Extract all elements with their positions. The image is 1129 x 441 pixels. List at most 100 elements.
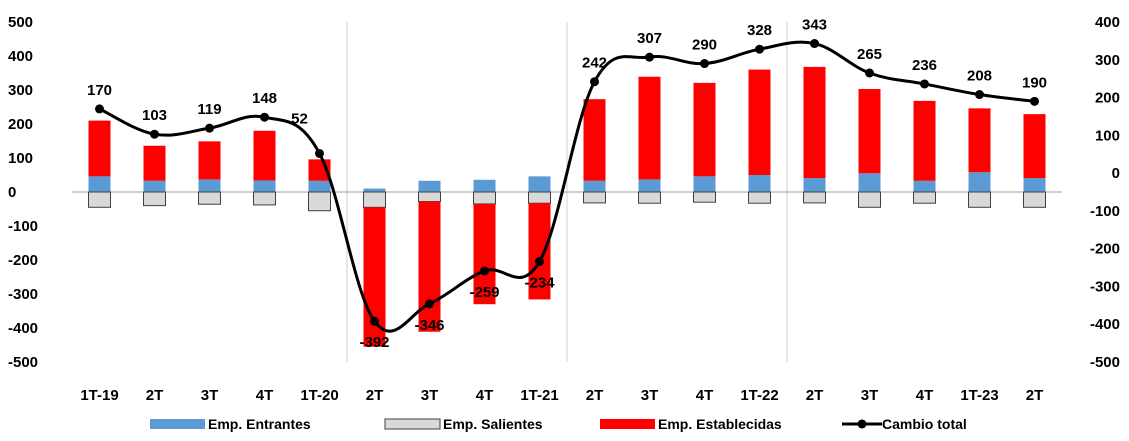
total-change-data-label: 290	[692, 37, 717, 54]
total-change-data-label: 328	[747, 22, 772, 39]
bar-emp-entrantes	[583, 180, 606, 192]
total-change-point	[535, 257, 544, 267]
y-left-tick-label: -200	[8, 252, 38, 269]
total-change-data-label: 103	[142, 107, 167, 124]
total-change-data-label: 307	[637, 30, 662, 47]
bar-emp-establecidas	[88, 120, 111, 177]
legend-marker-cambio-total	[857, 419, 867, 429]
bar-emp-entrantes	[253, 180, 276, 192]
y-right-tick-label: 0	[1112, 165, 1120, 182]
bar-emp-establecidas	[143, 145, 166, 181]
x-tick-label: 2T	[586, 387, 604, 404]
bar-emp-establecidas	[418, 201, 441, 332]
y-right-tick-label: -200	[1090, 241, 1120, 258]
bar-emp-salientes	[198, 191, 221, 205]
axes: 500 400 300 200 100 0 -100 -200 -300 -400 -500 400 3…	[8, 14, 1120, 404]
total-change-point	[150, 129, 159, 139]
total-change-point	[260, 112, 269, 122]
bar-emp-entrantes	[473, 179, 496, 192]
x-tick-label: 3T	[201, 387, 219, 404]
bar-emp-salientes	[583, 191, 606, 204]
bar-emp-salientes	[88, 191, 111, 208]
legend-label-emp-establecidas: Emp. Establecidas	[658, 416, 782, 432]
bar-emp-salientes	[638, 191, 661, 204]
bar-emp-establecidas	[198, 141, 221, 180]
x-tick-label: 3T	[421, 387, 439, 404]
y-right-tick-label: 400	[1095, 14, 1120, 31]
total-change-data-label: 343	[802, 17, 827, 34]
y-right-tick-label: 200	[1095, 90, 1120, 107]
y-left-tick-label: -100	[8, 218, 38, 235]
x-tick-label: 2T	[146, 387, 164, 404]
total-change-data-label: 236	[912, 57, 937, 74]
y-left-tick-label: -500	[8, 354, 38, 371]
bar-emp-establecidas	[253, 130, 276, 181]
bar-emp-entrantes	[968, 172, 991, 192]
bar-emp-establecidas	[748, 69, 771, 175]
bar-emp-entrantes	[638, 179, 661, 192]
total-change-curve	[98, 40, 1035, 333]
total-change-data-label: -346	[414, 317, 444, 334]
x-tick-label: 3T	[641, 387, 659, 404]
bar-emp-establecidas	[913, 100, 936, 181]
x-tick-label: 1T-23	[960, 387, 998, 404]
bar-emp-entrantes	[528, 176, 551, 192]
x-tick-label: 1T-21	[520, 387, 558, 404]
bar-emp-establecidas	[528, 203, 551, 300]
x-tick-label: 4T	[696, 387, 714, 404]
y-left-tick-label: 100	[8, 150, 33, 167]
bar-emp-salientes	[308, 191, 331, 212]
total-change-point	[95, 104, 104, 114]
legend-label-emp-entrantes: Emp. Entrantes	[208, 416, 311, 432]
bar-emp-salientes	[968, 191, 991, 208]
bar-emp-entrantes	[88, 176, 111, 192]
bar-emp-entrantes	[143, 180, 166, 192]
bar-emp-establecidas	[638, 76, 661, 180]
total-change-point	[590, 77, 599, 87]
total-change-data-label: 265	[857, 46, 882, 63]
bar-emp-establecidas	[693, 82, 716, 177]
y-right-tick-label: -500	[1090, 354, 1120, 371]
bar-emp-entrantes	[803, 178, 826, 192]
legend-label-cambio-total: Cambio total	[882, 416, 967, 432]
bar-emp-salientes	[913, 191, 936, 204]
bar-emp-establecidas	[583, 99, 606, 181]
bar-emp-entrantes	[418, 180, 441, 192]
y-left-tick-label: 400	[8, 48, 33, 65]
y-left-tick-label: 500	[8, 14, 33, 31]
bar-emp-entrantes	[198, 179, 221, 192]
y-left-tick-label: -300	[8, 286, 38, 303]
bar-emp-entrantes	[1023, 178, 1046, 192]
bar-emp-salientes	[693, 191, 716, 203]
bar-emp-entrantes	[748, 175, 771, 192]
bar-emp-entrantes	[363, 188, 386, 192]
x-tick-label: 2T	[366, 387, 384, 404]
x-tick-label: 4T	[916, 387, 934, 404]
x-tick-label: 2T	[1026, 387, 1044, 404]
total-change-point	[315, 148, 324, 158]
bar-emp-salientes	[418, 191, 441, 203]
y-left-tick-label: 300	[8, 82, 33, 99]
total-change-point	[865, 68, 874, 78]
bar-emp-entrantes	[308, 180, 331, 192]
x-tick-label: 3T	[861, 387, 879, 404]
bar-emp-establecidas	[968, 108, 991, 173]
x-tick-label: 2T	[806, 387, 824, 404]
y-right-tick-label: -100	[1090, 203, 1120, 220]
bar-emp-establecidas	[1023, 114, 1046, 179]
total-change-point	[645, 52, 654, 62]
total-change-point	[975, 90, 984, 100]
bar-emp-salientes	[253, 191, 276, 206]
total-change-point	[480, 266, 489, 276]
bar-emp-salientes	[528, 191, 551, 204]
total-change-point	[370, 316, 379, 326]
legend: Emp. Entrantes Emp. Salientes Emp. Estable…	[150, 416, 967, 432]
legend-swatch-emp-entrantes	[150, 419, 205, 429]
total-change-data-label: 190	[1022, 74, 1047, 91]
bars	[88, 66, 1046, 347]
legend-swatch-emp-establecidas	[600, 419, 655, 429]
bar-emp-salientes	[1023, 191, 1046, 208]
y-left-tick-label: -400	[8, 320, 38, 337]
total-change-data-label: 208	[967, 68, 992, 85]
